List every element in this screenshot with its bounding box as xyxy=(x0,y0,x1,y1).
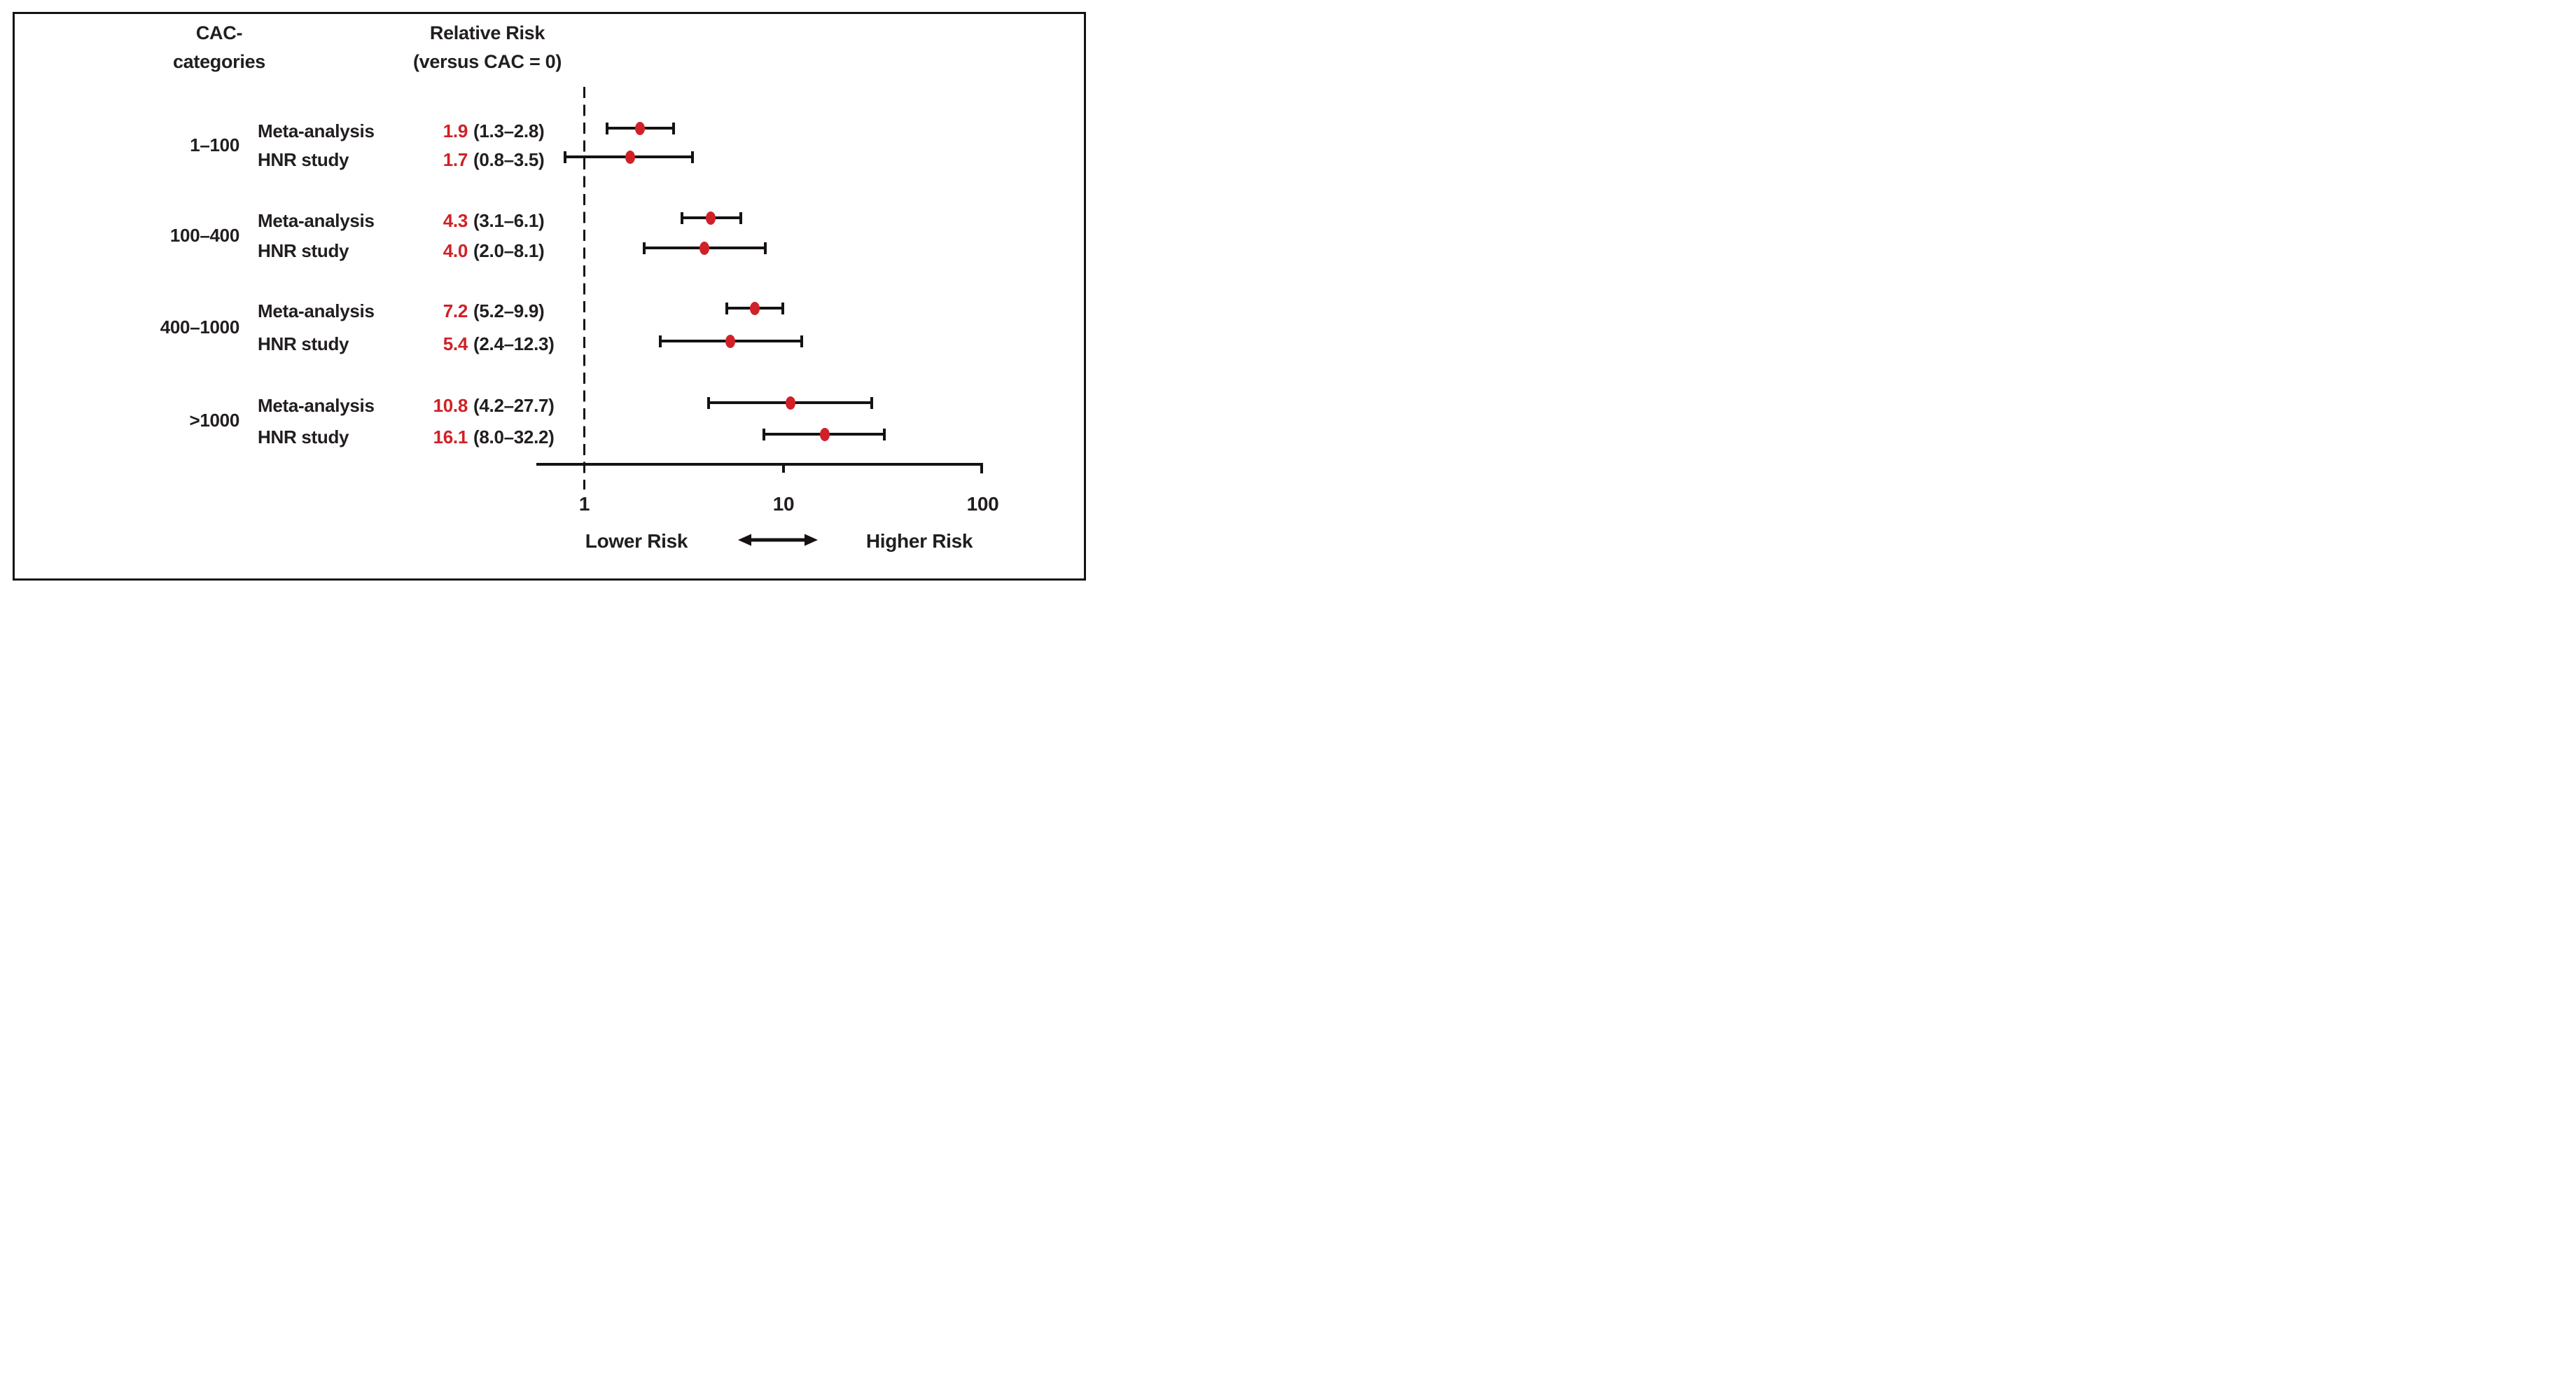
estimate-value: 1.9 xyxy=(443,120,468,141)
x-axis-tick-label-10: 10 xyxy=(772,493,795,515)
estimate-ci: (0.8–3.5) xyxy=(473,149,545,170)
reference-line xyxy=(583,87,586,490)
ci-cap-low xyxy=(763,428,766,440)
ci-cap-high xyxy=(781,302,784,314)
estimate-value: 1.7 xyxy=(443,149,468,170)
ci-cap-low xyxy=(681,211,684,224)
ci-cap-high xyxy=(671,122,675,134)
estimate-value: 4.0 xyxy=(443,240,468,261)
category-label: 400–1000 xyxy=(160,317,240,338)
study-label: HNR study xyxy=(258,240,349,261)
category-label: >1000 xyxy=(189,410,239,431)
category-label: 1–100 xyxy=(190,134,239,155)
study-label: HNR study xyxy=(258,426,349,447)
ci-cap-low xyxy=(725,302,729,314)
header-line: Relative Risk xyxy=(429,22,545,43)
x-axis-line xyxy=(536,463,983,466)
estimate-ci: (2.4–12.3) xyxy=(473,333,555,354)
estimate-ci: (1.3–2.8) xyxy=(473,120,545,141)
lower-risk-label: Lower Risk xyxy=(585,530,688,552)
x-axis-tick-10 xyxy=(782,466,785,473)
point-marker xyxy=(725,334,735,348)
estimate-value: 4.3 xyxy=(443,210,468,231)
ci-cap-low xyxy=(658,335,662,347)
ci-cap-high xyxy=(883,428,886,440)
point-marker xyxy=(625,150,636,164)
ci-cap-low xyxy=(706,396,710,409)
header-line: (versus CAC = 0) xyxy=(412,51,562,72)
column-header-relative-risk: Relative Risk (versus CAC = 0) xyxy=(365,19,610,76)
estimate-ci: (8.0–32.2) xyxy=(473,426,555,447)
ci-cap-high xyxy=(739,211,742,224)
study-label: Meta-analysis xyxy=(258,395,375,416)
study-label: Meta-analysis xyxy=(258,120,375,141)
point-marker xyxy=(699,241,709,255)
study-label: HNR study xyxy=(258,333,349,354)
ci-cap-high xyxy=(800,335,803,347)
study-label: HNR study xyxy=(258,149,349,170)
estimate-value: 5.4 xyxy=(443,333,468,354)
forest-plot-figure: CAC- categories Relative Risk (versus CA… xyxy=(0,0,1098,592)
ci-cap-high xyxy=(763,242,767,254)
point-marker xyxy=(705,211,716,225)
x-axis-tick-label-1: 1 xyxy=(578,493,590,515)
higher-risk-label: Higher Risk xyxy=(865,530,973,552)
estimate-ci: (2.0–8.1) xyxy=(473,240,545,261)
point-marker xyxy=(750,301,760,315)
double-arrow-icon xyxy=(738,534,818,546)
category-label: 100–400 xyxy=(169,225,239,246)
point-marker xyxy=(819,427,830,441)
point-marker xyxy=(634,121,645,135)
header-line: CAC- xyxy=(195,22,243,43)
ci-cap-high xyxy=(870,396,873,409)
estimate-value: 16.1 xyxy=(433,426,468,447)
ci-cap-low xyxy=(563,151,566,163)
x-axis-end-tick xyxy=(980,464,983,473)
estimate-value: 10.8 xyxy=(433,395,468,416)
point-marker xyxy=(785,396,795,410)
figure-border xyxy=(13,12,1086,581)
study-label: Meta-analysis xyxy=(258,300,375,321)
estimate-ci: (4.2–27.7) xyxy=(473,395,555,416)
header-line: categories xyxy=(172,51,266,72)
ci-cap-low xyxy=(643,242,646,254)
estimate-ci: (5.2–9.9) xyxy=(473,300,545,321)
ci-cap-low xyxy=(605,122,608,134)
study-label: Meta-analysis xyxy=(258,210,375,231)
x-axis-tick-label-100: 100 xyxy=(966,493,999,515)
column-header-cac-categories: CAC- categories xyxy=(149,19,289,76)
ci-cap-high xyxy=(691,151,695,163)
estimate-value: 7.2 xyxy=(443,300,468,321)
estimate-ci: (3.1–6.1) xyxy=(473,210,545,231)
